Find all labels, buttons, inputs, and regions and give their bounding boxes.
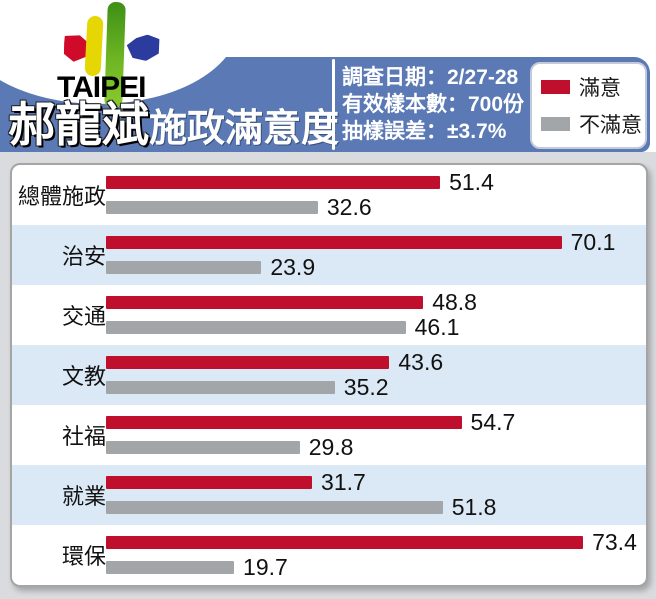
dissatisfied-bar (106, 441, 300, 454)
satisfied-bar (106, 356, 390, 369)
bar-line: 46.1 (106, 314, 646, 340)
satisfied-bar (106, 476, 313, 489)
category-label: 環保 (61, 544, 106, 569)
dissatisfied-value: 35.2 (343, 374, 389, 400)
satisfied-swatch (541, 79, 570, 94)
satisfied-bar (106, 536, 584, 549)
chart-row: 交通 48.8 46.1 (12, 285, 646, 345)
dissatisfied-value: 29.8 (308, 434, 354, 460)
bar-line: 51.4 (106, 169, 646, 195)
bar-line: 54.7 (106, 409, 646, 435)
dissatisfied-label: 不滿意 (579, 114, 642, 138)
dissatisfied-bar (106, 201, 318, 214)
bar-line: 29.8 (106, 434, 646, 460)
bar-line: 43.6 (106, 349, 646, 375)
dissatisfied-value: 23.9 (270, 254, 316, 280)
dissatisfied-bar (106, 561, 235, 574)
chart-row: 就業 31.7 51.8 (12, 465, 646, 525)
category-label: 文教 (61, 364, 106, 389)
satisfied-value: 73.4 (592, 529, 637, 555)
satisfied-bar (106, 236, 562, 249)
title-mayor-name: 郝龍斌 (8, 98, 149, 151)
satisfied-label: 滿意 (579, 76, 621, 100)
bar-group: 31.7 51.8 (106, 465, 646, 525)
dissatisfied-bar (106, 501, 443, 514)
chart-panel: 總體施政 51.4 32.6 治安 70.1 23.9 交通 48.8 46.1 文教 43.6 35… (10, 163, 648, 587)
survey-sample-size: 有效樣本數：700份 (342, 93, 525, 116)
chart-rows: 總體施政 51.4 32.6 治安 70.1 23.9 交通 48.8 46.1 文教 43.6 35… (12, 165, 646, 585)
satisfied-bar (106, 176, 441, 189)
category-label: 總體施政 (17, 184, 106, 209)
bar-group: 43.6 35.2 (106, 345, 646, 405)
survey-date: 調查日期：2/27-28 (342, 66, 519, 89)
chart-row: 文教 43.6 35.2 (12, 345, 646, 405)
legend-row-satisfied: 滿意 (541, 72, 645, 102)
bar-line: 51.8 (106, 494, 646, 520)
chart-legend: 滿意 不滿意 (530, 62, 647, 149)
bar-group: 70.1 23.9 (106, 225, 646, 285)
header-separator-line (332, 59, 335, 150)
taipei-logo-text: TAIPEI (57, 71, 146, 104)
dissatisfied-value: 51.8 (451, 494, 497, 520)
bar-group: 54.7 29.8 (106, 405, 646, 465)
dissatisfied-value: 46.1 (414, 314, 460, 340)
bar-line: 73.4 (106, 529, 646, 555)
satisfied-value: 70.1 (570, 229, 616, 255)
bar-line: 35.2 (106, 374, 646, 400)
satisfied-bar (106, 296, 424, 309)
dissatisfied-bar (106, 321, 406, 334)
satisfied-bar (106, 416, 462, 429)
dissatisfied-value: 19.7 (243, 554, 288, 580)
bar-line: 23.9 (106, 254, 646, 280)
bar-group: 51.4 32.6 (106, 165, 646, 225)
dissatisfied-swatch (541, 117, 570, 132)
page-title: 郝龍斌 施政滿意度 (8, 100, 339, 150)
dissatisfied-value: 32.6 (326, 194, 372, 220)
survey-info: 調查日期：2/27-28 有效樣本數：700份 抽樣誤差：±3.7% (342, 64, 524, 145)
survey-margin-of-error: 抽樣誤差：±3.7% (342, 120, 507, 143)
chart-row: 環保 73.4 19.7 (12, 525, 646, 585)
legend-row-dissatisfied: 不滿意 (541, 109, 645, 139)
satisfied-value: 51.4 (449, 169, 494, 195)
satisfied-value: 31.7 (321, 469, 366, 495)
chart-row: 社福 54.7 29.8 (12, 405, 646, 465)
bar-line: 32.6 (106, 194, 646, 220)
bar-group: 48.8 46.1 (106, 285, 646, 345)
bar-line: 48.8 (106, 289, 646, 315)
satisfied-value: 48.8 (432, 289, 477, 315)
bar-group: 73.4 19.7 (106, 525, 646, 585)
bar-line: 70.1 (106, 229, 646, 255)
dissatisfied-bar (106, 381, 335, 394)
bar-line: 31.7 (106, 469, 646, 495)
satisfied-value: 54.7 (470, 409, 516, 435)
dissatisfied-bar (106, 261, 262, 274)
bar-line: 19.7 (106, 554, 646, 580)
satisfied-value: 43.6 (398, 349, 444, 375)
chart-row: 治安 70.1 23.9 (12, 225, 646, 285)
category-label: 就業 (61, 484, 106, 509)
category-label: 治安 (61, 244, 106, 269)
category-label: 社福 (61, 424, 106, 449)
title-subject: 施政滿意度 (149, 108, 340, 150)
category-label: 交通 (61, 304, 106, 329)
logo-yellow-brush-icon (84, 15, 104, 77)
chart-row: 總體施政 51.4 32.6 (12, 165, 646, 225)
